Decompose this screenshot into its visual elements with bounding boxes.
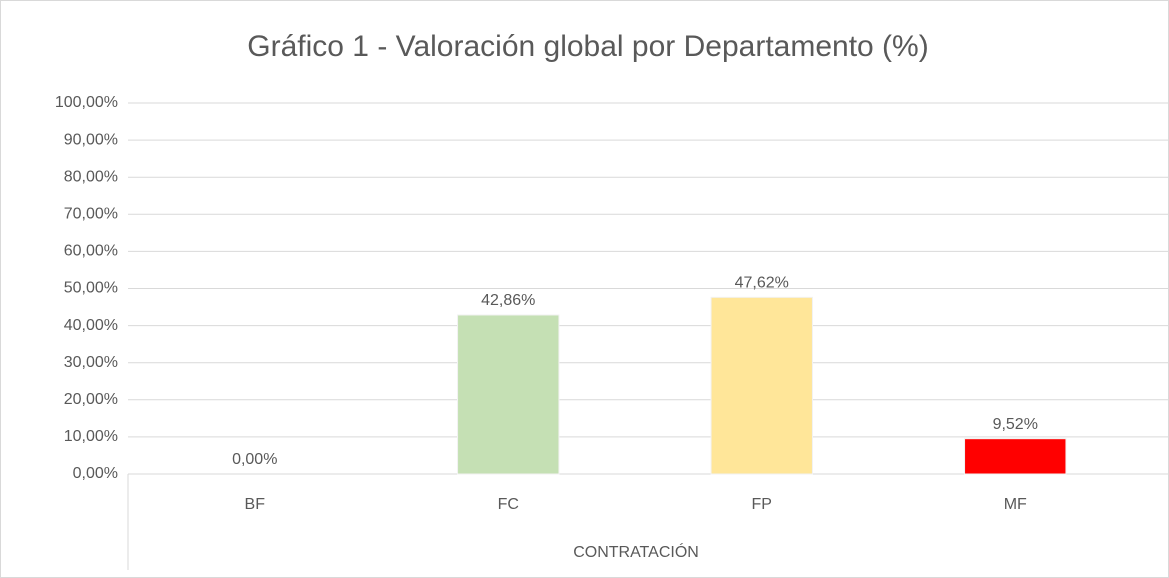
y-tick-label: 60,00% bbox=[64, 243, 118, 260]
y-tick-label: 20,00% bbox=[64, 391, 118, 408]
data-label: 42,86% bbox=[481, 292, 535, 309]
y-tick-label: 100,00% bbox=[55, 94, 118, 111]
x-axis-label: CONTRATACIÓN bbox=[573, 542, 699, 561]
bar bbox=[710, 296, 813, 475]
y-tick-label: 40,00% bbox=[64, 317, 118, 334]
data-label: 0,00% bbox=[232, 451, 277, 468]
y-tick-label: 80,00% bbox=[64, 168, 118, 185]
chart-title: Gráfico 1 - Valoración global por Depart… bbox=[247, 30, 928, 63]
y-tick-label: 30,00% bbox=[64, 354, 118, 371]
data-label: 9,52% bbox=[993, 416, 1038, 433]
x-tick-label: MF bbox=[1004, 496, 1027, 513]
y-tick-label: 50,00% bbox=[64, 280, 118, 297]
x-tick-label: FP bbox=[752, 496, 772, 513]
y-tick-label: 0,00% bbox=[73, 465, 118, 482]
y-tick-label: 90,00% bbox=[64, 131, 118, 148]
bar bbox=[964, 438, 1067, 475]
y-tick-label: 10,00% bbox=[64, 428, 118, 445]
x-tick-label: BF bbox=[245, 496, 266, 513]
data-label: 47,62% bbox=[735, 275, 789, 292]
x-tick-label: FC bbox=[498, 496, 519, 513]
y-tick-label: 70,00% bbox=[64, 206, 118, 223]
bar bbox=[457, 314, 560, 475]
